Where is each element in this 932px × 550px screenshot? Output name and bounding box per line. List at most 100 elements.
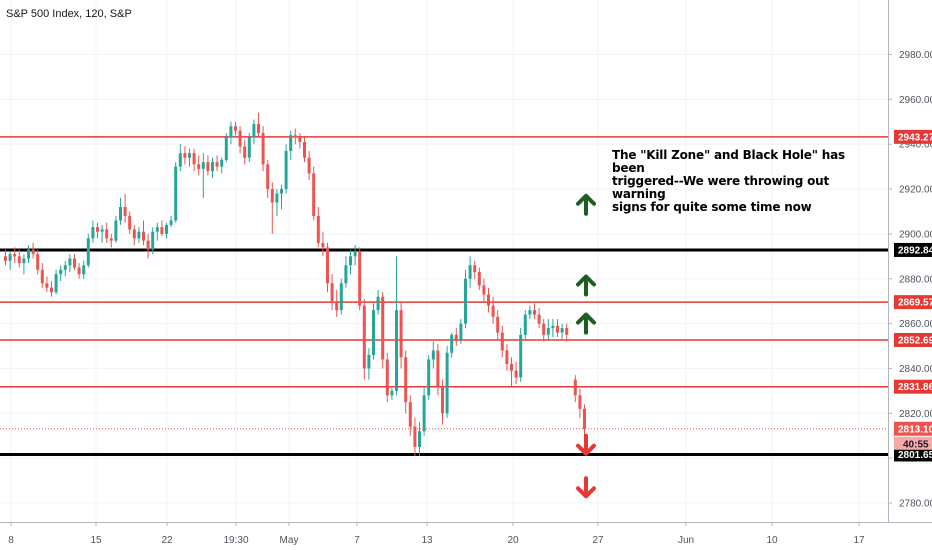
annotation-line: triggered--We were throwing out warning [612,174,830,201]
candle-body [114,220,118,241]
tag-label: 2813.10 [898,424,932,435]
candle-body [583,408,586,429]
candle [367,348,371,380]
candle-body [413,426,417,447]
candle [36,249,40,275]
candle [505,343,509,371]
candle-body [77,267,81,275]
candle-body [372,310,375,355]
candle [252,119,256,145]
candle-body [178,153,182,167]
candle [390,386,394,400]
candle-body [573,379,577,396]
time-tick-label: 10 [766,535,778,546]
candle-body [505,350,509,364]
candle-body [482,285,486,295]
candle-body [132,229,136,239]
candle [344,256,348,288]
candlestick-series [4,112,586,456]
price-tick-label: 2940.00 [899,140,932,151]
candle [362,298,366,380]
candle-body [27,249,30,259]
candle [468,256,472,288]
candle [165,222,168,239]
candle [229,121,233,145]
candle [284,144,288,194]
candle [431,341,435,369]
candle-body [96,227,99,232]
candle-body [284,150,288,190]
candle-body [431,350,435,360]
candle [326,242,329,293]
candle-body [192,153,196,165]
candle-body [266,164,270,190]
candle-body [45,283,49,288]
time-axis[interactable]: 8 15 22 19:30 May 7 13 20 27 Jun 10 17 [0,522,932,550]
price-tick-label: 2960.00 [899,95,932,106]
candle [573,375,577,403]
candle [96,222,99,239]
candle [372,303,375,360]
candle [510,357,513,387]
candle-body [533,310,536,315]
candle-body [316,215,320,243]
candle-body [427,359,431,396]
candle [528,305,532,320]
candle-body [349,256,352,266]
time-tick-label: 22 [161,535,173,546]
candle-body [376,296,380,311]
tag-background [894,242,932,257]
candle-body [487,294,490,306]
candle-body [344,265,348,284]
candle-body [519,334,523,378]
tag-label: 2869.57 [898,298,932,309]
candle [13,247,17,264]
candle-body [31,249,35,255]
candle-body [151,231,155,250]
candle [68,254,72,273]
candle-body [206,162,210,172]
time-tick-label: 20 [507,535,519,546]
candle [27,245,30,264]
candle-body [330,283,334,302]
candle [4,249,7,266]
candle [464,269,467,329]
candle [22,254,26,275]
candle [293,128,297,145]
candle [201,153,205,199]
candle [188,148,191,167]
arrow-up-icon [576,193,596,216]
candle [335,289,339,317]
candle [206,155,210,176]
time-tick-label: 7 [354,535,360,546]
price-axis[interactable]: 2780.002800.002820.002840.002860.002880.… [888,0,932,550]
candle [519,328,523,382]
candle-body [362,305,366,369]
candle [243,139,247,165]
candle [73,254,76,270]
candle-body [546,328,550,335]
candle-body [54,274,58,293]
candle-body [105,229,109,239]
candle-body [142,231,145,241]
candle-body [137,231,141,239]
candle-body [280,189,283,194]
candle-body [252,124,256,138]
candle [408,395,412,436]
candle-body [450,334,454,353]
tag-label: 2943.27 [898,132,932,143]
candle [583,404,586,436]
candle [422,386,426,436]
price-tick-label: 2980.00 [899,50,932,61]
candle [178,144,182,172]
time-tick-label: 13 [421,535,433,546]
candle-body [551,325,555,329]
candle-body [146,240,150,250]
candle [174,162,178,223]
candle-body [174,166,178,221]
candle [321,231,325,257]
candle-body [514,370,518,378]
candle-body [312,173,316,216]
candle [220,157,224,174]
